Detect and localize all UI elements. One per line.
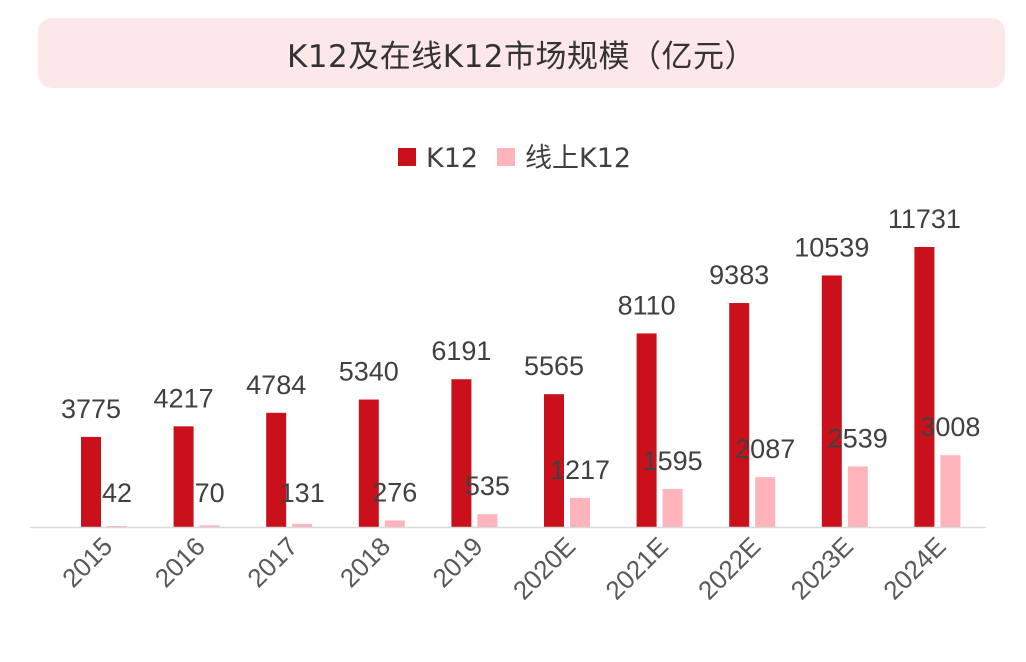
data-label-online-k12-2019: 535: [465, 471, 510, 501]
bar-online-k12-2018: [384, 520, 405, 527]
bar-k12-2023E: [821, 275, 842, 527]
x-tick-label-2024E: 2024E: [877, 531, 951, 605]
legend-label-online-k12: 线上K12: [525, 143, 631, 174]
bar-k12-2021E: [636, 333, 657, 527]
bar-online-k12-2024E: [940, 455, 961, 527]
bar-online-k12-2019: [477, 514, 498, 527]
data-label-online-k12-2021E: 1595: [643, 446, 703, 476]
x-tick-labels-group: 2015 2016 2017 2018 2019 2020E 2021E 2022E 2023E…: [56, 531, 952, 605]
bar-k12-2018: [358, 399, 379, 527]
data-label-online-k12-2016: 70: [195, 478, 225, 508]
data-label-online-k12-2015: 42: [102, 478, 132, 508]
data-label-k12-2015: 3775: [61, 394, 121, 424]
bar-online-k12-2023E: [847, 466, 868, 527]
x-tick-label-2017: 2017: [241, 531, 303, 593]
legend-swatch-k12: [398, 148, 416, 166]
data-label-online-k12-2024E: 3008: [920, 412, 980, 442]
data-labels-group: 3775 42 4217 70 4784 131 5340 276 6191 535 5565 121…: [61, 204, 980, 508]
chart-title: K12及在线K12市场规模（亿元）: [38, 18, 1005, 88]
legend-label-k12: K12: [426, 143, 478, 174]
x-tick-label-2015: 2015: [56, 531, 118, 593]
legend: K12 线上K12: [398, 143, 631, 174]
bar-k12-2024E: [914, 247, 935, 527]
data-label-k12-2023E: 10539: [794, 232, 869, 262]
data-label-online-k12-2018: 276: [372, 477, 417, 507]
data-label-online-k12-2023E: 2539: [828, 423, 888, 453]
bar-k12-2015: [81, 436, 101, 527]
data-label-online-k12-2017: 131: [280, 478, 325, 508]
x-tick-label-2020E: 2020E: [507, 531, 581, 605]
data-label-k12-2019: 6191: [431, 336, 491, 366]
data-label-k12-2018: 5340: [339, 357, 399, 387]
bar-online-k12-2017: [292, 523, 313, 527]
bar-online-k12-2021E: [662, 488, 683, 527]
data-label-k12-2016: 4217: [154, 383, 214, 413]
bar-online-k12-2022E: [755, 477, 776, 527]
data-label-k12-2022E: 9383: [709, 260, 769, 290]
legend-swatch-online-k12: [497, 148, 515, 166]
data-label-k12-2017: 4784: [246, 370, 306, 400]
x-tick-label-2019: 2019: [427, 531, 489, 593]
x-tick-label-2018: 2018: [334, 531, 396, 593]
x-tick-label-2016: 2016: [149, 531, 211, 593]
bar-k12-2017: [266, 412, 287, 527]
bar-online-k12-2015: [107, 525, 127, 527]
bar-online-k12-2016: [199, 525, 220, 527]
bar-online-k12-2020E: [570, 497, 590, 527]
bar-k12-2016: [173, 426, 194, 527]
bar-k12-2020E: [544, 394, 564, 527]
x-tick-label-2021E: 2021E: [599, 531, 673, 605]
data-label-online-k12-2022E: 2087: [735, 434, 795, 464]
x-tick-label-2023E: 2023E: [785, 531, 859, 605]
data-label-k12-2020E: 5565: [524, 351, 584, 381]
bars-group: [81, 247, 961, 527]
data-label-k12-2021E: 8110: [618, 290, 676, 320]
x-tick-label-2022E: 2022E: [692, 531, 766, 605]
data-label-k12-2024E: 11731: [888, 204, 961, 234]
bar-k12-2019: [451, 379, 472, 527]
data-label-online-k12-2020E: 1217: [550, 455, 610, 485]
bar-k12-2022E: [729, 303, 750, 527]
